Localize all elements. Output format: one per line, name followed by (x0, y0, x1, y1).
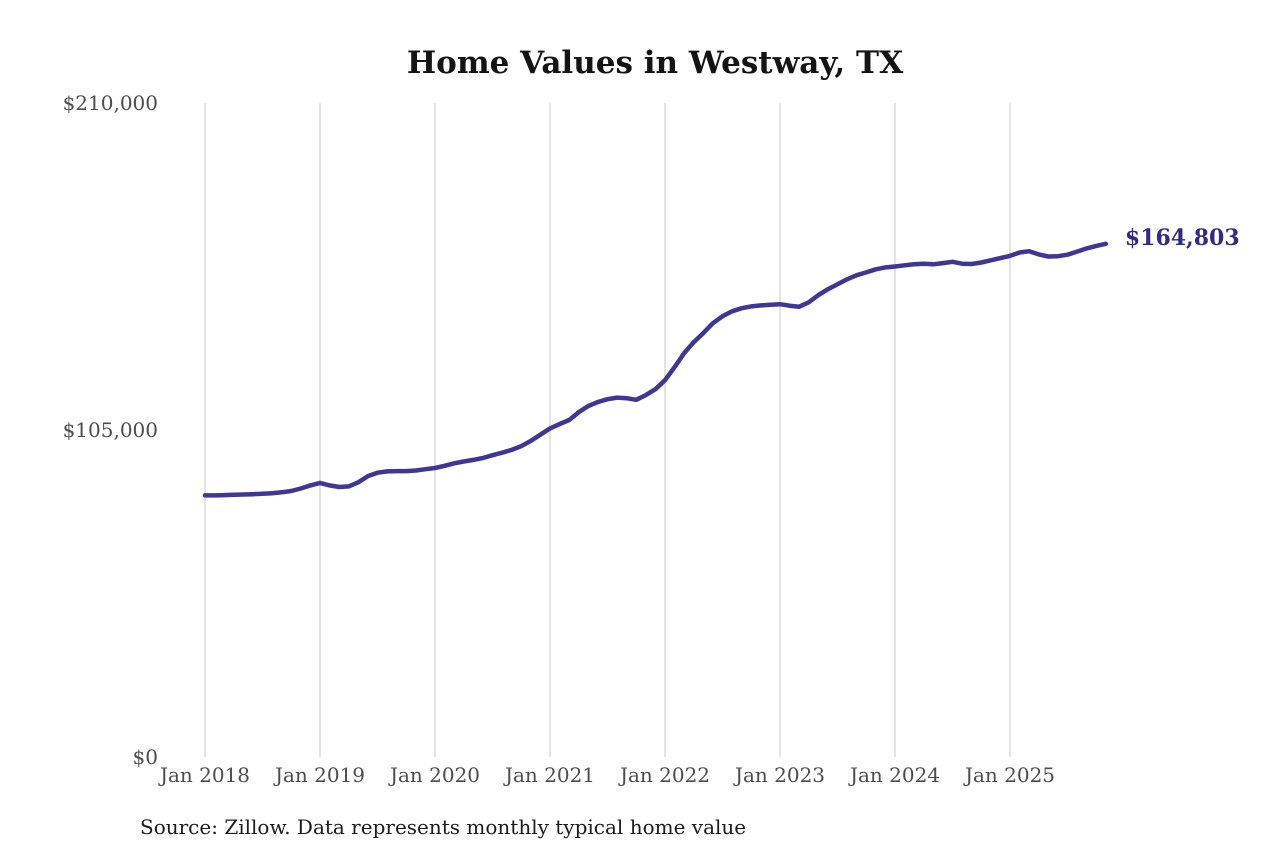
latest-value-label: $164,803 (1125, 225, 1240, 251)
home-value-line-series (202, 241, 1109, 498)
x-tick-label: Jan 2020 (388, 763, 480, 787)
x-tick-label: Jan 2024 (848, 763, 940, 787)
x-tick-label: Jan 2022 (618, 763, 710, 787)
vertical-gridlines (204, 103, 1011, 757)
chart-title: Home Values in Westway, TX (407, 45, 904, 81)
x-axis-tick-labels: Jan 2018 Jan 2019 Jan 2020 Jan 2021 Jan 2022… (158, 763, 1055, 787)
y-tick-label: $210,000 (63, 91, 158, 115)
source-note: Source: Zillow. Data represents monthly … (140, 815, 746, 839)
x-tick-label: Jan 2019 (273, 763, 365, 787)
y-tick-label: $0 (133, 745, 158, 769)
x-tick-label: Jan 2018 (158, 763, 250, 787)
x-tick-label: Jan 2025 (963, 763, 1055, 787)
y-tick-label: $105,000 (63, 418, 158, 442)
x-tick-label: Jan 2021 (503, 763, 595, 787)
y-axis-tick-labels: $0 $105,000 $210,000 (63, 91, 158, 769)
x-tick-label: Jan 2023 (733, 763, 825, 787)
